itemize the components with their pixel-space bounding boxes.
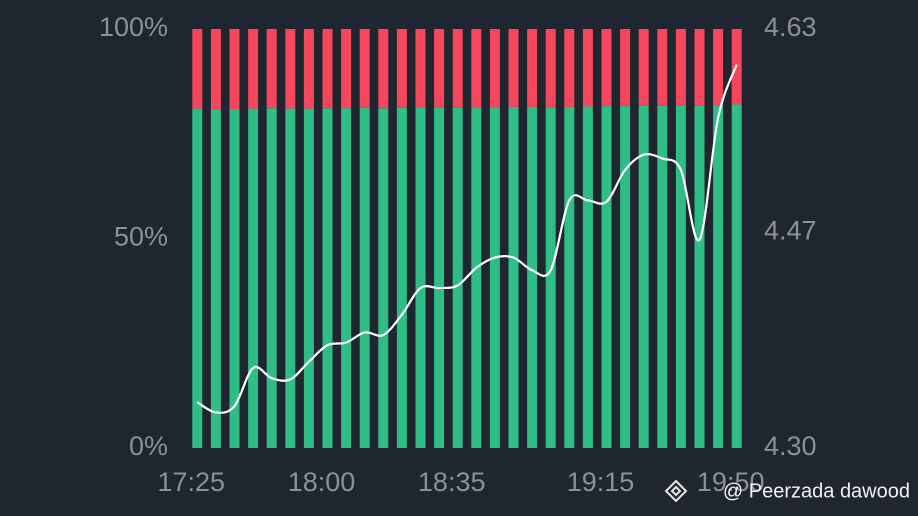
bar (657, 105, 668, 448)
bar (694, 29, 705, 106)
bar (545, 107, 556, 448)
x-tick-label: 18:00 (288, 467, 356, 497)
price-line (196, 64, 738, 414)
bar (582, 29, 593, 107)
bar (489, 107, 500, 448)
bar (434, 29, 445, 108)
bar (341, 108, 352, 448)
bar (508, 106, 519, 449)
bar (638, 29, 649, 106)
x-tick-label: 19:50 (697, 467, 765, 497)
watermark-icon (664, 479, 688, 503)
bar (582, 106, 593, 448)
bar (396, 29, 407, 108)
bar (229, 109, 240, 449)
bar (694, 105, 705, 448)
bar (266, 108, 277, 448)
x-tick-label: 19:15 (567, 467, 635, 497)
bar (378, 108, 389, 448)
bar (731, 104, 742, 449)
bar (248, 29, 259, 109)
bar (713, 105, 724, 449)
bar (489, 29, 500, 108)
y2-tick-label: 4.30 (764, 431, 817, 461)
bar (210, 109, 221, 449)
y-tick-label: 50% (114, 222, 168, 252)
bar (359, 29, 370, 108)
bar (564, 106, 575, 449)
bar (675, 105, 686, 449)
bar (192, 29, 203, 109)
bar (620, 106, 631, 448)
watermark: @ Peerzada dawood (723, 480, 910, 502)
bar (601, 29, 612, 107)
bar (415, 29, 426, 108)
bar (620, 29, 631, 107)
bar (545, 29, 556, 108)
bar (471, 107, 482, 448)
bar (285, 29, 296, 109)
bar (285, 108, 296, 449)
bar (452, 107, 463, 448)
bar (601, 106, 612, 448)
y-tick-label: 100% (99, 12, 168, 42)
bar (210, 29, 221, 110)
bar (452, 29, 463, 108)
bar (564, 29, 575, 107)
bar (396, 107, 407, 448)
bar (322, 29, 333, 109)
y2-tick-label: 4.47 (764, 215, 817, 245)
bar (675, 29, 686, 106)
bar (508, 29, 519, 107)
bar (434, 107, 445, 448)
bar (248, 108, 259, 449)
bar (303, 29, 314, 109)
bar (266, 29, 277, 109)
y2-tick-label: 4.63 (764, 12, 817, 42)
y-tick-label: 0% (129, 431, 168, 461)
bar (303, 108, 314, 449)
bar (713, 29, 724, 106)
bar (322, 108, 333, 448)
bar (341, 29, 352, 109)
bar (378, 29, 389, 109)
bar (359, 107, 370, 448)
x-tick-label: 18:35 (418, 467, 486, 497)
bar (192, 108, 203, 449)
bar (657, 29, 668, 106)
bar (229, 29, 240, 110)
bar (415, 107, 426, 448)
x-tick-label: 17:25 (158, 467, 226, 497)
bar (527, 106, 538, 449)
bar (471, 29, 482, 108)
bar (638, 105, 649, 448)
bar (527, 29, 538, 107)
